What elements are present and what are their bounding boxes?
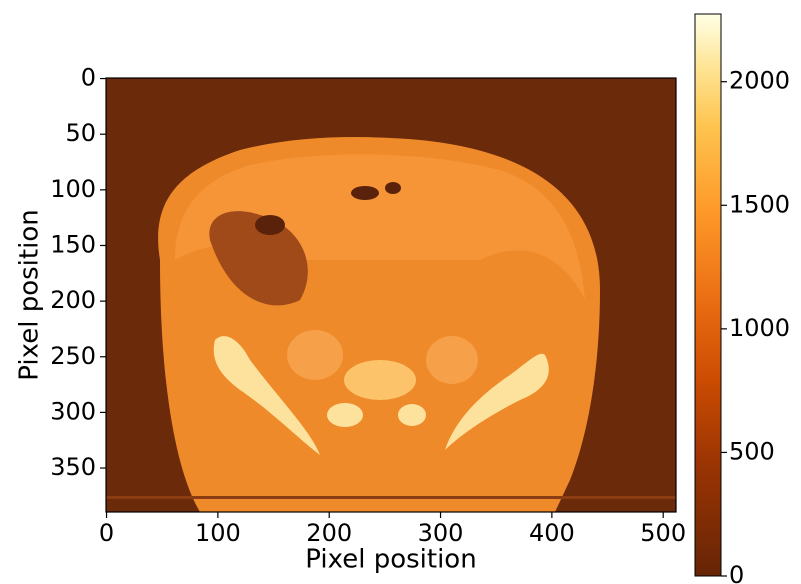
y-tick-label: 50 <box>65 119 96 147</box>
muscle <box>287 330 343 380</box>
y-tick-label: 150 <box>50 230 96 258</box>
y-tick-label: 200 <box>50 286 96 314</box>
colorbar-tick-label: 1500 <box>729 190 790 218</box>
ct-image <box>106 78 676 512</box>
muscle <box>426 336 478 384</box>
y-tick-label: 100 <box>50 175 96 203</box>
y-tick-label: 0 <box>81 64 96 92</box>
y-tick-label: 250 <box>50 342 96 370</box>
x-tick-label: 500 <box>640 519 686 547</box>
sacrum <box>327 403 363 427</box>
x-axis-label: Pixel position <box>305 545 476 575</box>
x-tick-label: 0 <box>99 519 114 547</box>
colorbar-tick-label: 500 <box>729 437 775 465</box>
colorbar-tick-label: 0 <box>729 561 744 584</box>
colorbar <box>695 14 721 576</box>
y-tick-label: 300 <box>50 397 96 425</box>
sacrum <box>398 404 426 426</box>
air-pocket <box>351 186 379 200</box>
vertebra <box>344 360 416 400</box>
chart: Pixel position Pixel position 0 100 200 300… <box>0 0 801 584</box>
x-tick-label: 300 <box>418 519 464 547</box>
colorbar-tick-label: 1000 <box>729 314 790 342</box>
air-pocket <box>385 182 401 194</box>
x-tick-label: 100 <box>195 519 241 547</box>
x-tick-label: 400 <box>529 519 575 547</box>
colorbar-tick-label: 2000 <box>729 67 790 95</box>
air-pocket <box>255 215 285 235</box>
y-tick-label: 350 <box>50 453 96 481</box>
x-tick-label: 200 <box>306 519 352 547</box>
table <box>106 496 676 499</box>
y-axis-label: Pixel position <box>15 209 45 380</box>
